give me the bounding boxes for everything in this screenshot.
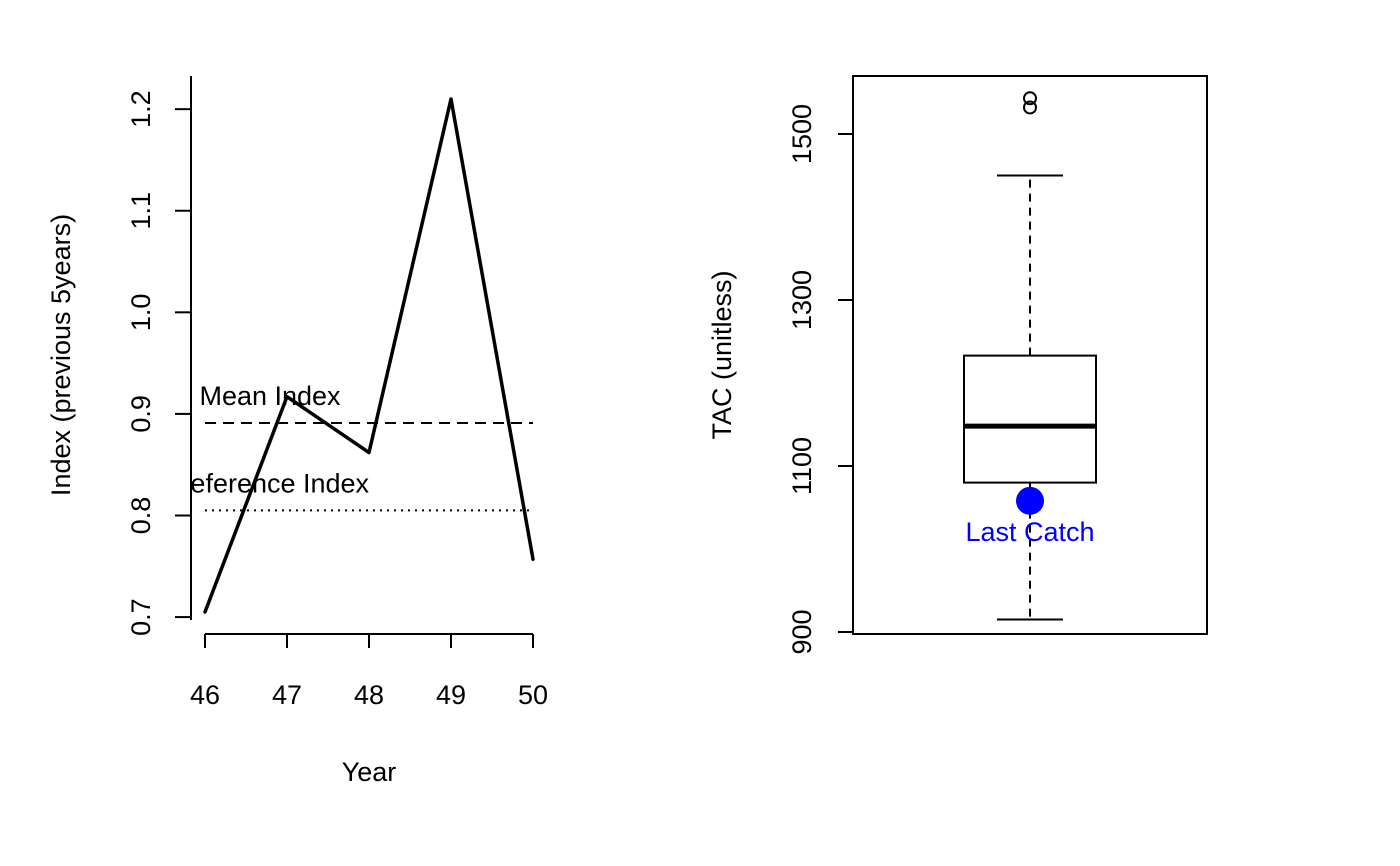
left-x-axis-title: Year <box>342 757 397 787</box>
left-y-tick-label: 0.7 <box>126 598 156 636</box>
left-y-tick-label: 0.9 <box>126 395 156 433</box>
left-x-tick-label: 49 <box>436 680 466 710</box>
last-catch-point <box>1016 486 1044 515</box>
right-y-tick-label: 1300 <box>787 270 817 330</box>
reference-line-label: Mean Index <box>199 381 341 411</box>
series-line-0 <box>203 97 535 614</box>
outlier-point <box>1023 91 1037 106</box>
right-y-tick-label: 900 <box>787 609 817 654</box>
last-catch-label: Last Catch <box>965 517 1094 547</box>
right-y-tick-label: 1500 <box>787 104 817 164</box>
right-plot-area: Last Catch <box>963 91 1097 621</box>
left-x-tick-label: 48 <box>354 680 384 710</box>
left-y-tick-label: 1.0 <box>126 294 156 332</box>
index-chart: 0.7 0.8 0.9 1.0 1.1 1.2 46 47 48 49 50 Mean Index… <box>46 76 548 787</box>
left-y-ticks: 0.7 0.8 0.9 1.0 1.1 1.2 <box>126 90 191 636</box>
box-iqr <box>963 354 1097 484</box>
left-x-tick-label: 47 <box>272 680 302 710</box>
right-y-axis-title: TAC (unitless) <box>707 270 737 439</box>
left-y-tick-label: 1.1 <box>126 192 156 230</box>
right-y-ticks: 900 1100 1300 1500 <box>787 104 853 655</box>
left-y-tick-label: 0.8 <box>126 497 156 535</box>
tac-boxplot: 900 1100 1300 1500 Last Catch TAC (unitless… <box>707 75 1208 655</box>
left-x-tick-label: 46 <box>190 680 220 710</box>
left-y-axis-title: Index (previous 5years) <box>46 214 76 496</box>
left-x-tick-label: 50 <box>518 680 548 710</box>
left-x-ticks: 46 47 48 49 50 <box>190 634 548 710</box>
right-y-tick-label: 1100 <box>787 437 817 495</box>
left-plot-area: Mean Index Reference Index <box>171 97 535 614</box>
reference-line-label: Reference Index <box>171 468 370 498</box>
outlier-point <box>1023 100 1037 115</box>
left-y-tick-label: 1.2 <box>126 90 156 128</box>
